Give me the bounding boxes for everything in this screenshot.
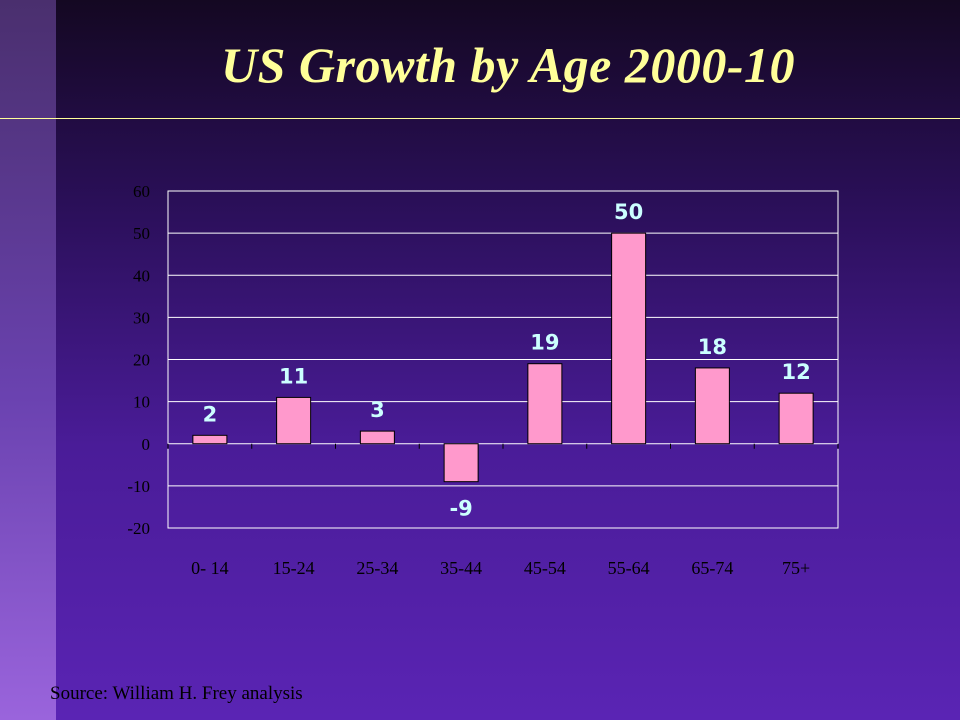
bar (778, 392, 814, 445)
data-label: 3 (370, 398, 385, 422)
title-divider (0, 118, 960, 119)
y-tick-label: 60 (133, 182, 150, 201)
x-tick-label: 45-54 (524, 558, 566, 578)
bar (694, 367, 730, 445)
data-label: 12 (782, 360, 811, 384)
x-tick-label: 55-64 (608, 558, 650, 578)
bar (527, 363, 563, 445)
data-label: 11 (279, 364, 308, 388)
bar (276, 396, 312, 445)
y-tick-label: 50 (133, 224, 150, 243)
bar (359, 430, 395, 445)
y-tick-label: 0 (142, 435, 151, 454)
x-tick-label: 65-74 (691, 558, 733, 578)
y-tick-label: -10 (127, 477, 150, 496)
data-label: 50 (614, 200, 643, 224)
data-label: -9 (449, 497, 472, 521)
bar (443, 443, 479, 483)
data-label: 2 (203, 402, 218, 426)
bar (611, 232, 647, 445)
data-label: 19 (530, 331, 559, 355)
slide-title: US Growth by Age 2000-10 (220, 37, 796, 93)
y-tick-label: 30 (133, 308, 150, 327)
plot-area-border (167, 190, 839, 529)
y-tick-label: 20 (133, 351, 150, 370)
x-tick-label: 0- 14 (191, 558, 229, 578)
bar (192, 434, 228, 445)
y-tick-label: 10 (133, 393, 150, 412)
x-tick-label: 35-44 (440, 558, 482, 578)
x-tick-label: 75+ (782, 558, 810, 578)
x-tick-label: 25-34 (356, 558, 398, 578)
left-decorative-strip (0, 0, 56, 720)
data-label: 18 (698, 335, 727, 359)
y-tick-label: 40 (133, 266, 150, 285)
source-note: Source: William H. Frey analysis (50, 683, 303, 704)
y-tick-label: -20 (127, 519, 150, 538)
x-tick-label: 15-24 (273, 558, 315, 578)
